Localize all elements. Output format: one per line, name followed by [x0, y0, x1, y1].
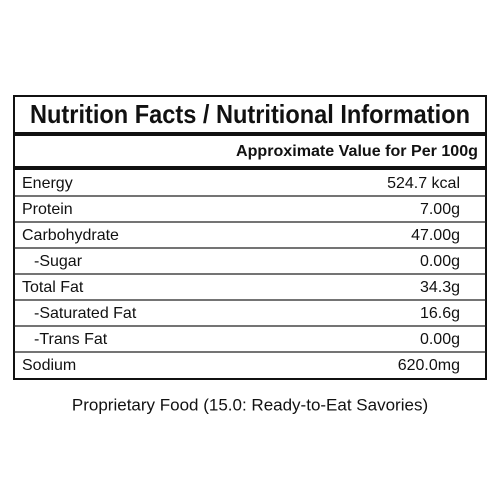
- row-label: -Sugar: [34, 253, 83, 270]
- row-value: 7.00g: [420, 201, 460, 218]
- table-title: Nutrition Facts / Nutritional Informatio…: [30, 99, 470, 129]
- row-label: Carbohydrate: [22, 227, 119, 244]
- footer-note: Proprietary Food (15.0: Ready-to-Eat Sav…: [72, 395, 428, 414]
- row-label: Energy: [22, 175, 73, 192]
- row-label: -Saturated Fat: [34, 305, 137, 322]
- row-label: Sodium: [22, 357, 76, 374]
- row-label: -Trans Fat: [34, 331, 108, 348]
- row-value: 524.7 kcal: [387, 175, 460, 192]
- row-value: 34.3g: [420, 279, 460, 296]
- row-value: 16.6g: [420, 305, 460, 322]
- table-subtitle: Approximate Value for Per 100g: [236, 143, 478, 160]
- row-value: 0.00g: [420, 331, 460, 348]
- row-label: Protein: [22, 201, 73, 218]
- table-rows: Energy 524.7 kcal Protein 7.00g Carbohydrate…: [14, 175, 486, 374]
- row-value: 47.00g: [411, 227, 460, 244]
- row-value: 620.0mg: [398, 357, 460, 374]
- row-value: 0.00g: [420, 253, 460, 270]
- row-label: Total Fat: [22, 279, 84, 296]
- table-border: [13, 95, 487, 380]
